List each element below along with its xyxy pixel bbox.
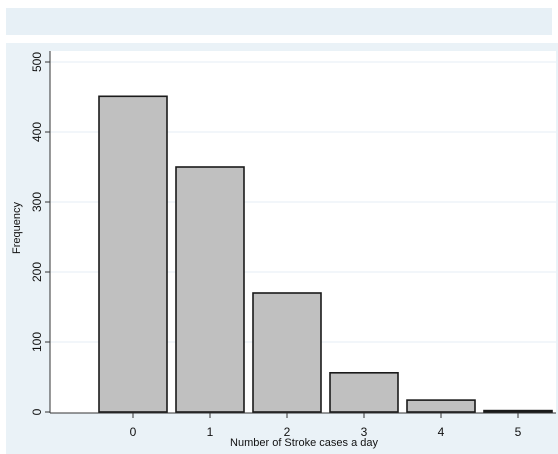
y-tick-label-100: 100 [30, 332, 44, 352]
x-axis-label: Number of Stroke cases a day [230, 437, 378, 449]
y-tick-label-300: 300 [30, 192, 44, 212]
y-axis-ticks: 0 100 200 300 400 500 [30, 52, 50, 415]
y-tick-label-200: 200 [30, 262, 44, 282]
y-axis-label: Frequency [11, 202, 23, 254]
x-tick-label-0: 0 [130, 425, 137, 439]
top-band [6, 8, 552, 35]
bar-3 [329, 371, 399, 413]
y-tick-label-0: 0 [30, 408, 44, 415]
bar-1 [175, 166, 245, 413]
x-tick-label-3: 3 [361, 425, 368, 439]
y-tick-label-400: 400 [30, 122, 44, 142]
bars [98, 95, 553, 413]
x-axis-ticks: 0 1 2 3 4 5 [130, 413, 522, 439]
bar-2 [252, 292, 322, 413]
bar-4 [406, 399, 476, 413]
bar-5 [483, 409, 553, 413]
y-tick-label-500: 500 [30, 52, 44, 72]
x-tick-label-2: 2 [284, 425, 291, 439]
x-tick-label-4: 4 [438, 425, 445, 439]
x-tick-label-1: 1 [207, 425, 214, 439]
x-tick-label-5: 5 [515, 425, 522, 439]
bar-0 [98, 95, 168, 413]
